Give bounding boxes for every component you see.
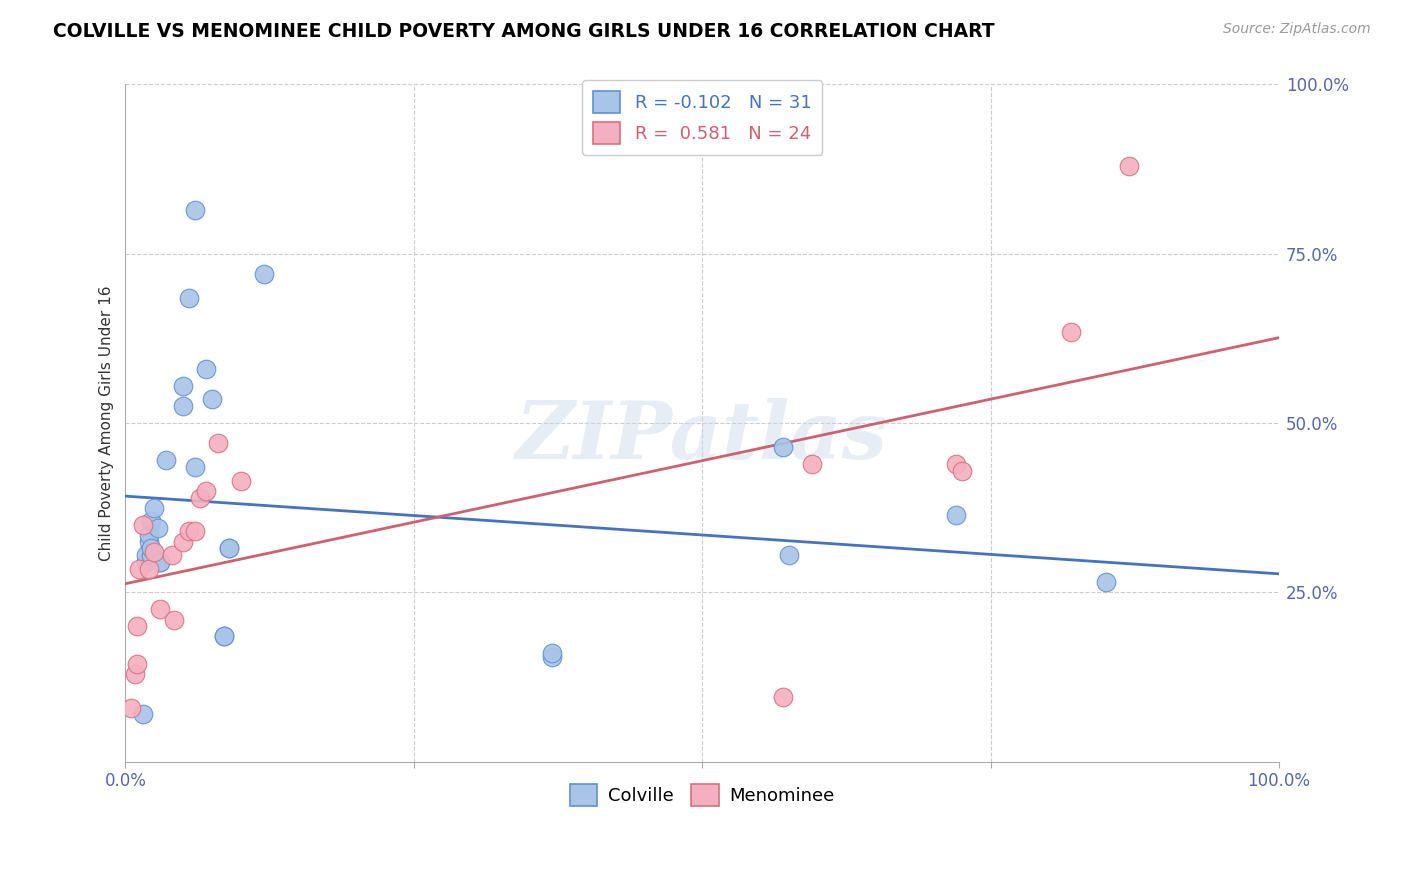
Point	[146, 521, 169, 535]
Point	[201, 392, 224, 407]
Text: ZIPatlas: ZIPatlas	[516, 398, 889, 475]
Point	[945, 457, 967, 471]
Point	[143, 500, 166, 515]
Point	[139, 514, 162, 528]
Point	[132, 517, 155, 532]
Point	[177, 291, 200, 305]
Point	[124, 666, 146, 681]
Point	[195, 362, 218, 376]
Point	[541, 647, 564, 661]
Point	[212, 630, 235, 644]
Point	[1060, 325, 1083, 339]
Point	[183, 460, 205, 475]
Point	[155, 453, 177, 467]
Point	[541, 649, 564, 664]
Point	[120, 700, 142, 714]
Point	[160, 548, 183, 562]
Point	[138, 528, 160, 542]
Point	[218, 541, 240, 556]
Point	[800, 457, 823, 471]
Point	[190, 491, 212, 505]
Point	[945, 508, 967, 522]
Point	[195, 483, 218, 498]
Legend: Colville, Menominee: Colville, Menominee	[562, 777, 842, 814]
Point	[172, 399, 194, 413]
Point	[135, 548, 157, 562]
Point	[183, 202, 205, 217]
Point	[778, 548, 800, 562]
Text: Source: ZipAtlas.com: Source: ZipAtlas.com	[1223, 22, 1371, 37]
Point	[149, 602, 172, 616]
Point	[138, 534, 160, 549]
Point	[143, 545, 166, 559]
Point	[149, 555, 172, 569]
Point	[772, 690, 794, 705]
Y-axis label: Child Poverty Among Girls Under 16: Child Poverty Among Girls Under 16	[100, 285, 114, 561]
Point	[212, 630, 235, 644]
Point	[163, 613, 186, 627]
Point	[253, 267, 276, 281]
Point	[229, 474, 252, 488]
Point	[207, 436, 229, 450]
Point	[132, 707, 155, 722]
Point	[172, 534, 194, 549]
Point	[177, 524, 200, 539]
Point	[135, 555, 157, 569]
Point	[218, 541, 240, 556]
Point	[139, 548, 162, 562]
Point	[1095, 575, 1118, 590]
Point	[1118, 159, 1140, 173]
Point	[950, 463, 973, 477]
Point	[138, 562, 160, 576]
Point	[172, 379, 194, 393]
Point	[139, 541, 162, 556]
Point	[772, 440, 794, 454]
Text: COLVILLE VS MENOMINEE CHILD POVERTY AMONG GIRLS UNDER 16 CORRELATION CHART: COLVILLE VS MENOMINEE CHILD POVERTY AMON…	[53, 22, 995, 41]
Point	[128, 562, 150, 576]
Point	[125, 657, 148, 671]
Point	[125, 619, 148, 633]
Point	[149, 555, 172, 569]
Point	[183, 524, 205, 539]
